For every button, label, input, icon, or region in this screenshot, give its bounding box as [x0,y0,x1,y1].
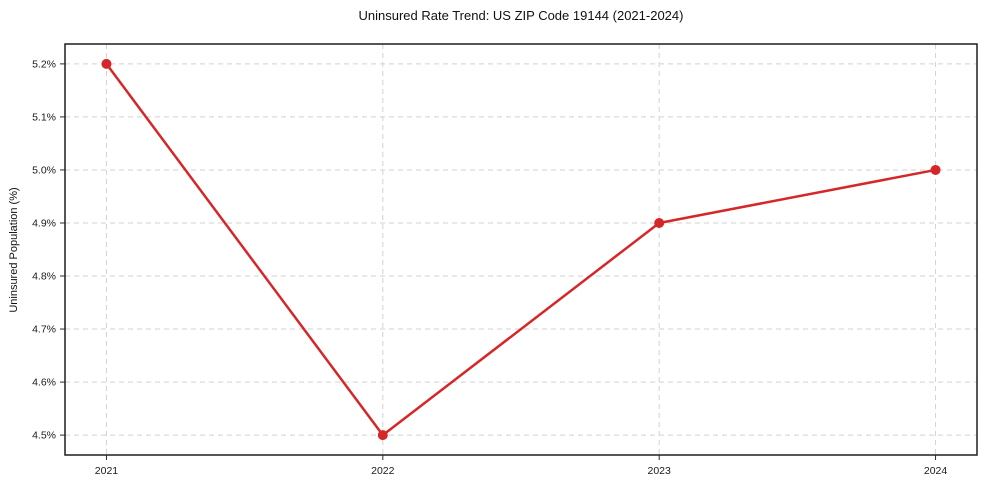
y-tick-label: 4.6% [32,377,56,389]
y-tick-label: 5.1% [32,111,56,123]
x-tick-label: 2022 [371,465,395,477]
y-tick-label: 4.5% [32,430,56,442]
y-tick-label: 4.9% [32,217,56,229]
data-point [377,430,388,441]
data-point [101,58,112,69]
x-tick-label: 2021 [95,465,119,477]
y-tick-label: 4.7% [32,324,56,336]
plot-frame [64,43,978,456]
data-point [930,164,941,175]
y-tick-label: 5.0% [32,164,56,176]
x-tick-label: 2023 [648,465,672,477]
y-tick-label: 4.8% [32,271,56,283]
y-tick-label: 5.2% [32,58,56,70]
chart-title: Uninsured Rate Trend: US ZIP Code 19144 … [358,8,684,23]
trend-line [105,62,937,437]
x-tick-label: 2024 [924,465,948,477]
data-point [654,217,665,228]
